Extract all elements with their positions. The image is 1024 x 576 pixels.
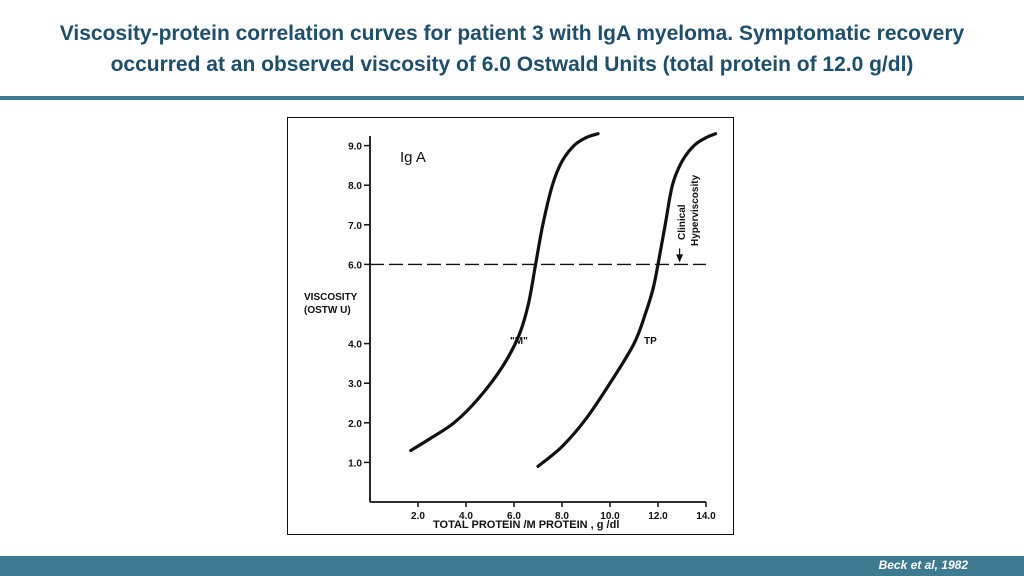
slide-title: Viscosity-protein correlation curves for…	[20, 18, 1004, 80]
reference-line-group	[370, 248, 706, 266]
chart-ticks: 1.0 2.0 3.0 4.0 6.0 7.0 8.0 9.0 2.0 4.0 6.0 8.0 10.0…	[348, 142, 716, 522]
citation: Beck et al, 1982	[878, 558, 968, 572]
annotation-arrow-head	[676, 254, 684, 263]
annotation-hyperviscosity: Hyperviscosity	[690, 174, 701, 246]
x-tick-label: 4.0	[459, 511, 473, 522]
chart-axes	[369, 136, 706, 503]
title-divider	[0, 96, 1024, 100]
y-tick-label: 1.0	[348, 458, 362, 469]
panel-label: Ig A	[400, 149, 426, 166]
annotation-clinical: Clinical	[677, 204, 688, 240]
y-tick-label: 8.0	[348, 181, 362, 192]
x-tick-label: 10.0	[600, 511, 620, 522]
chart-figure: 1.0 2.0 3.0 4.0 6.0 7.0 8.0 9.0 2.0 4.0 6.0 8.0 10.0…	[287, 117, 734, 535]
y-tick-label: 4.0	[348, 340, 362, 351]
x-axis-label: TOTAL PROTEIN /M PROTEIN , g /dl	[433, 519, 619, 531]
x-tick-label: 2.0	[411, 511, 425, 522]
slide-title-line-1: Viscosity-protein correlation curves for…	[59, 22, 965, 45]
series-m-protein-line	[409, 132, 600, 453]
y-axis-label-line-2: (OSTW U)	[304, 305, 351, 316]
footer-bar	[0, 556, 1024, 576]
y-tick-label: 2.0	[348, 419, 362, 430]
y-tick-label: 6.0	[348, 260, 362, 271]
chart-series	[409, 132, 718, 468]
x-tick-label: 6.0	[507, 511, 521, 522]
series-label-m: "M"	[510, 336, 528, 347]
x-tick-label: 8.0	[555, 511, 569, 522]
slide-title-line-2: occurred at an observed viscosity of 6.0…	[110, 53, 914, 76]
x-tick-label: 14.0	[696, 511, 716, 522]
y-tick-label: 9.0	[348, 142, 362, 153]
y-tick-label: 7.0	[348, 221, 362, 232]
series-label-tp: TP	[644, 336, 657, 347]
viscosity-chart: 1.0 2.0 3.0 4.0 6.0 7.0 8.0 9.0 2.0 4.0 6.0 8.0 10.0…	[304, 132, 718, 531]
series-total-protein-line	[536, 132, 718, 468]
y-axis-label-line-1: VISCOSITY	[304, 292, 358, 303]
chart-labels: Ig A VISCOSITY (OSTW U) TOTAL PROTEIN /M…	[304, 149, 701, 531]
y-tick-label: 3.0	[348, 379, 362, 390]
x-tick-label: 12.0	[648, 511, 668, 522]
